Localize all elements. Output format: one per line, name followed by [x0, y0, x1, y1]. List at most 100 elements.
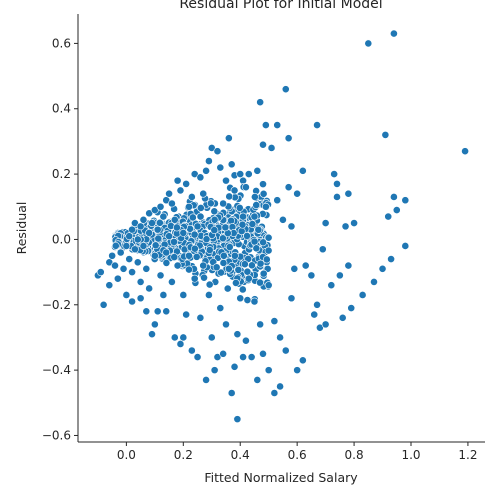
data-point — [142, 307, 151, 316]
data-point — [264, 233, 273, 242]
data-point — [202, 235, 211, 244]
data-point — [153, 307, 162, 316]
data-point — [206, 199, 215, 208]
data-point — [287, 222, 296, 231]
data-point — [170, 253, 179, 262]
data-point — [233, 330, 242, 339]
data-point — [250, 212, 259, 221]
data-point — [240, 260, 249, 269]
y-tick-label: 0.0 — [52, 232, 71, 246]
x-tick-label: 0.2 — [174, 448, 193, 462]
data-point — [218, 234, 227, 243]
data-point — [264, 366, 273, 375]
data-point — [219, 349, 228, 358]
data-point — [159, 212, 168, 221]
data-point — [267, 144, 276, 152]
y-axis-label: Residual — [14, 202, 29, 255]
data-point — [252, 244, 261, 253]
data-point — [185, 265, 193, 274]
data-point — [242, 183, 250, 192]
data-point — [213, 147, 222, 156]
data-point — [256, 98, 265, 107]
data-point — [330, 170, 339, 178]
data-point — [148, 330, 156, 339]
data-point — [307, 271, 316, 280]
data-point — [170, 237, 178, 246]
data-point — [210, 207, 219, 216]
data-point — [253, 376, 262, 384]
data-point — [358, 291, 367, 299]
data-point — [205, 157, 213, 165]
data-point — [261, 202, 270, 211]
data-point — [250, 192, 259, 201]
data-point — [133, 258, 142, 267]
data-point — [119, 264, 128, 273]
data-point — [196, 313, 205, 322]
data-point — [205, 246, 214, 254]
data-point — [243, 296, 252, 304]
data-point — [200, 273, 208, 282]
data-point — [390, 29, 398, 38]
data-point — [276, 333, 284, 342]
data-point — [230, 186, 239, 195]
data-point — [313, 121, 321, 129]
data-point — [290, 264, 299, 273]
data-point — [145, 284, 154, 293]
data-point — [261, 121, 270, 129]
data-point — [350, 219, 358, 227]
data-point — [239, 353, 247, 361]
x-axis-label: Fitted Normalized Salary — [204, 470, 358, 485]
data-point — [221, 223, 230, 232]
data-point — [284, 134, 293, 143]
data-point — [284, 183, 293, 192]
x-tick-label: 0.6 — [288, 448, 307, 462]
x-tick-label: 0.4 — [231, 448, 250, 462]
data-point — [230, 362, 239, 371]
data-point — [99, 300, 108, 309]
data-point — [193, 353, 202, 361]
data-point — [310, 310, 319, 319]
data-point — [237, 227, 246, 236]
data-point — [170, 333, 179, 342]
data-point — [176, 340, 185, 348]
data-point — [344, 261, 353, 270]
data-point — [387, 255, 395, 263]
data-point — [212, 263, 221, 272]
data-point — [113, 274, 122, 283]
data-point — [199, 261, 208, 270]
data-point — [293, 366, 302, 375]
data-point — [172, 223, 181, 232]
data-point — [179, 228, 188, 237]
data-point — [248, 220, 257, 228]
data-point — [131, 245, 139, 254]
data-point — [270, 317, 279, 326]
data-point — [287, 294, 296, 303]
data-point — [333, 193, 341, 201]
data-point — [301, 261, 310, 270]
data-point — [239, 176, 247, 185]
data-point — [224, 134, 233, 143]
chart-title: Residual Plot for Initial Model — [179, 0, 382, 12]
data-point — [392, 206, 401, 214]
data-point — [196, 212, 205, 221]
data-point — [243, 267, 252, 276]
data-point — [270, 389, 279, 397]
data-point — [233, 415, 242, 424]
data-point — [256, 259, 265, 268]
data-point — [219, 251, 228, 260]
data-point — [232, 279, 240, 287]
data-point — [210, 215, 219, 224]
data-point — [139, 215, 148, 224]
data-point — [341, 222, 350, 231]
data-point — [111, 261, 119, 270]
data-point — [293, 189, 302, 198]
x-axis-ticks: 0.0 0.2 0.4 0.6 0.8 1.0 1.2 — [117, 442, 477, 462]
data-point — [250, 237, 259, 246]
y-axis-ticks: −0.6 −0.4 −0.2 0.0 0.2 0.4 0.6 — [42, 36, 78, 442]
data-point — [205, 291, 213, 299]
data-point — [173, 176, 182, 185]
data-point — [190, 274, 199, 283]
data-point — [139, 242, 148, 250]
data-point — [196, 173, 205, 182]
